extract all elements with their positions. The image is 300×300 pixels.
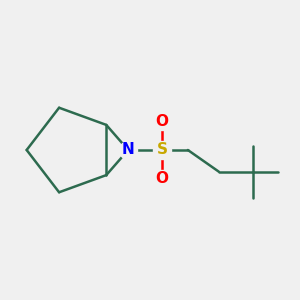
Text: N: N	[122, 142, 134, 158]
Text: O: O	[155, 114, 169, 129]
Text: S: S	[157, 142, 167, 158]
Text: O: O	[155, 171, 169, 186]
